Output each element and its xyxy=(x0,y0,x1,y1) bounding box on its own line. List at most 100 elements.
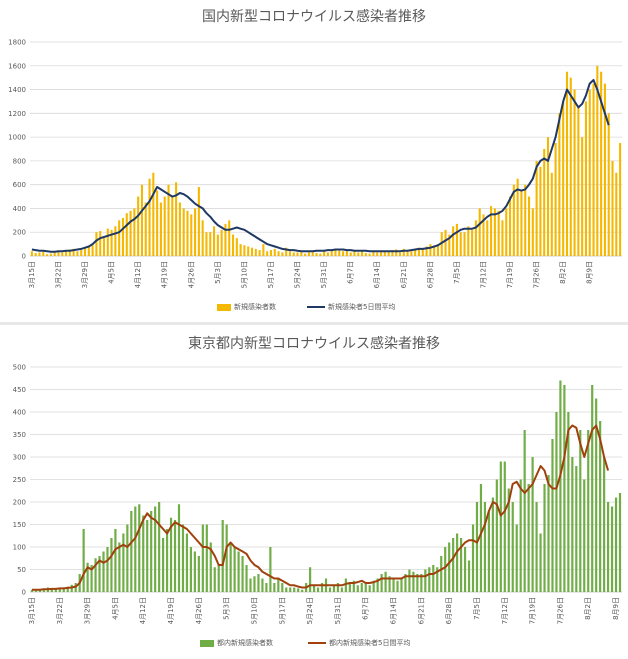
bar xyxy=(197,556,200,592)
bar xyxy=(65,250,68,256)
bar xyxy=(281,583,284,592)
y-tick-label: 1000 xyxy=(8,134,26,142)
series-line xyxy=(32,424,610,591)
bar xyxy=(486,220,489,256)
x-tick-label: 7月12日 xyxy=(479,261,487,288)
bar xyxy=(53,251,56,256)
bar xyxy=(478,208,481,256)
bar xyxy=(54,588,57,592)
bar xyxy=(133,208,136,256)
y-tick-label: 1800 xyxy=(8,39,26,47)
bar xyxy=(201,524,204,592)
bar xyxy=(417,247,421,256)
bar xyxy=(57,251,60,256)
y-tick-label: 200 xyxy=(13,499,26,507)
bar xyxy=(178,202,181,256)
bar xyxy=(555,412,558,592)
bar xyxy=(288,251,291,256)
bar xyxy=(173,520,177,592)
bar xyxy=(154,506,157,592)
bar xyxy=(356,585,359,592)
bar xyxy=(360,583,363,592)
bar xyxy=(332,585,336,592)
bar xyxy=(368,253,371,256)
bar xyxy=(520,190,523,256)
bar xyxy=(471,229,474,256)
bar xyxy=(547,475,550,592)
x-tick-label: 3月15日 xyxy=(28,261,36,288)
x-tick-label: 6月14日 xyxy=(373,261,381,288)
chart-panel-tokyo: 東京都内新型コロナウイルス感染者推移 0 50 100 150 200 250 300 350… xyxy=(0,325,628,659)
legend-line-swatch xyxy=(307,306,325,308)
x-tick-label: 5月17日 xyxy=(267,261,275,288)
x-tick-label: 7月12日 xyxy=(501,597,509,624)
bar xyxy=(106,547,109,592)
bar xyxy=(408,569,411,592)
bar xyxy=(94,558,97,592)
bar xyxy=(137,196,140,256)
bar xyxy=(448,542,451,592)
bar xyxy=(338,250,341,256)
bar xyxy=(273,583,276,592)
y-tick-label: 600 xyxy=(13,181,26,189)
x-tick-label: 4月26日 xyxy=(195,597,203,624)
x-tick-label: 4月5日 xyxy=(108,261,116,284)
bar xyxy=(515,524,518,592)
bar xyxy=(471,524,475,592)
bar xyxy=(34,253,37,256)
bar xyxy=(535,160,538,256)
bar xyxy=(340,587,343,592)
bar xyxy=(433,246,436,256)
bar xyxy=(217,565,220,592)
bar xyxy=(592,83,595,256)
x-tick-label: 7月5日 xyxy=(473,597,481,620)
legend-bar-swatch xyxy=(217,303,231,311)
legend-line: 新規感染者5日間平均 xyxy=(307,302,395,312)
bar xyxy=(591,385,594,592)
bar xyxy=(209,232,212,256)
y-tick-label: 800 xyxy=(13,157,26,165)
legend-bars: 都内新規感染者数 xyxy=(200,638,273,648)
bar xyxy=(499,461,502,592)
bar xyxy=(448,234,451,256)
legend-bar-swatch xyxy=(200,639,214,647)
bar xyxy=(569,77,572,257)
bar xyxy=(309,567,312,592)
bar xyxy=(277,578,280,592)
x-tick-label: 6月14日 xyxy=(390,597,398,624)
bar xyxy=(95,232,98,256)
x-tick-label: 8月2日 xyxy=(559,261,567,284)
bar xyxy=(213,226,216,256)
y-tick-label: 1200 xyxy=(8,110,26,118)
y-tick-label: 300 xyxy=(13,454,26,462)
bar xyxy=(102,551,105,592)
bar xyxy=(573,89,576,256)
bar xyxy=(527,196,531,256)
bar xyxy=(311,251,314,256)
bar xyxy=(231,234,235,256)
bar xyxy=(118,542,121,592)
bar xyxy=(134,506,137,592)
bar xyxy=(114,529,117,592)
bar xyxy=(543,484,546,592)
legend-bar-label: 都内新規感染者数 xyxy=(217,639,273,647)
x-tick-label: 3月22日 xyxy=(56,597,64,624)
bar xyxy=(158,502,161,592)
chart-panel-national: 国内新型コロナウイルス感染者推移 0 200 400 600 800 1000 1200 14… xyxy=(0,0,628,322)
bar xyxy=(550,172,553,256)
bar xyxy=(237,551,240,592)
bar xyxy=(452,538,455,592)
bar xyxy=(130,511,133,592)
bar xyxy=(440,232,443,256)
bar xyxy=(233,547,236,592)
bar xyxy=(524,184,527,256)
bar xyxy=(285,587,288,592)
x-tick-label: 4月12日 xyxy=(134,261,142,288)
bar xyxy=(190,214,193,256)
bar xyxy=(258,250,261,256)
bar xyxy=(507,488,510,592)
y-tick-label: 250 xyxy=(13,476,26,484)
bar xyxy=(72,248,75,256)
bar xyxy=(581,137,584,256)
bar xyxy=(91,245,94,256)
